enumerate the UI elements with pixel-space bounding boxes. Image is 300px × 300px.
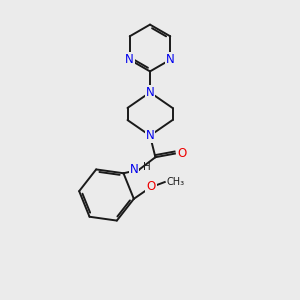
Text: N: N bbox=[146, 129, 154, 142]
Text: O: O bbox=[146, 180, 156, 193]
Text: CH₃: CH₃ bbox=[166, 177, 184, 187]
Text: N: N bbox=[146, 86, 154, 99]
Text: N: N bbox=[130, 163, 138, 176]
Text: N: N bbox=[125, 53, 134, 66]
Text: N: N bbox=[166, 53, 175, 66]
Text: H: H bbox=[142, 162, 150, 172]
Text: O: O bbox=[178, 147, 187, 160]
